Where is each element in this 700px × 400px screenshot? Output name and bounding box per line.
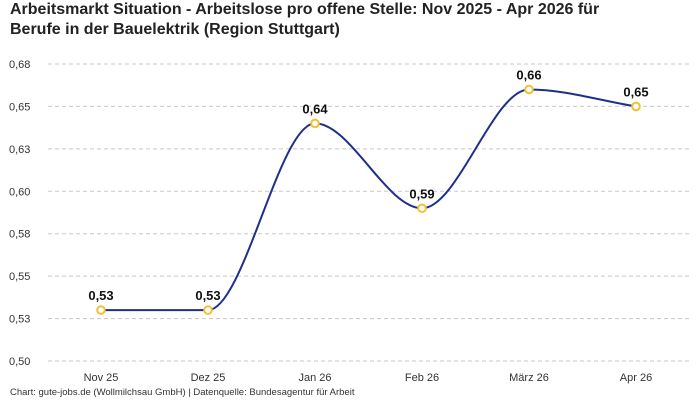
data-point-marker	[417, 203, 427, 214]
data-label: 0,65	[623, 84, 648, 99]
y-tick-label: 0,65	[9, 101, 30, 113]
y-tick-label: 0,53	[9, 314, 30, 326]
x-tick-label: Nov 25	[84, 372, 119, 384]
x-tick-label: Apr 26	[620, 372, 652, 384]
x-tick-label: Jan 26	[298, 372, 331, 384]
x-tick-label: Feb 26	[405, 372, 439, 384]
x-tick-label: März 26	[509, 372, 549, 384]
x-tick-label: Dez 25	[191, 372, 226, 384]
data-label: 0,59	[409, 186, 434, 201]
chart-title: Arbeitsmarkt Situation - Arbeitslose pro…	[10, 0, 690, 40]
y-tick-label: 0,50	[9, 356, 30, 368]
data-label: 0,53	[88, 288, 113, 303]
data-label: 0,66	[516, 67, 541, 82]
data-label: 0,64	[302, 101, 328, 116]
y-tick-label: 0,63	[9, 144, 30, 156]
chart-title-line-2: Berufe in der Bauelektrik (Region Stuttg…	[10, 21, 340, 38]
y-tick-label: 0,58	[9, 229, 30, 241]
data-point-marker	[203, 305, 213, 315]
y-tick-label: 0,55	[9, 271, 30, 283]
chart-title-line-1: Arbeitsmarkt Situation - Arbeitslose pro…	[10, 1, 600, 18]
chart-footer-source: Chart: gute-jobs.de (Wollmilchsau GmbH) …	[10, 387, 355, 398]
series-line	[100, 88, 637, 312]
data-point-marker	[96, 305, 106, 315]
data-label: 0,53	[195, 288, 220, 303]
y-tick-label: 0,68	[9, 59, 30, 71]
data-point-marker	[310, 118, 320, 129]
data-point-marker	[631, 101, 641, 112]
data-point-marker	[524, 84, 534, 95]
y-tick-label: 0,60	[9, 186, 30, 198]
